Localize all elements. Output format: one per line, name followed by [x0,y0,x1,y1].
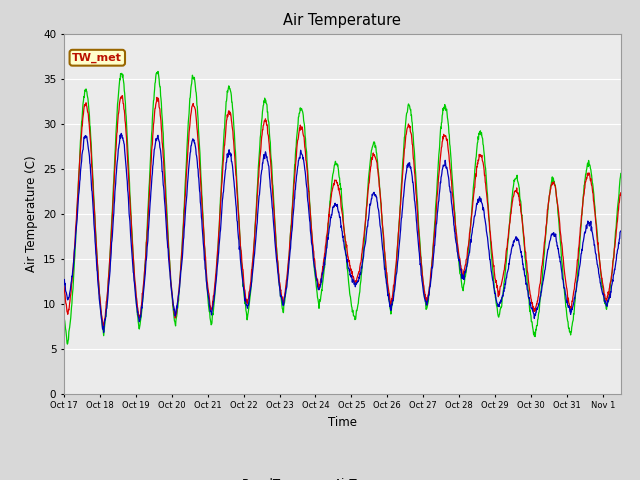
Text: TW_met: TW_met [72,53,122,63]
Legend: PanelT, AirT, AM25T_PRT: PanelT, AirT, AM25T_PRT [202,473,483,480]
X-axis label: Time: Time [328,416,357,429]
Title: Air Temperature: Air Temperature [284,13,401,28]
Y-axis label: Air Temperature (C): Air Temperature (C) [24,156,38,272]
